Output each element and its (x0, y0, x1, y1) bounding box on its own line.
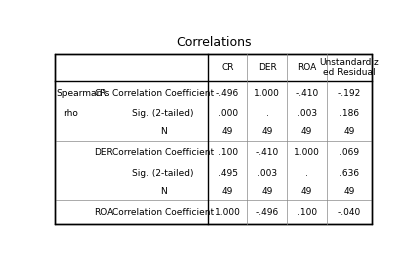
Text: 49: 49 (261, 127, 273, 136)
Text: 49: 49 (301, 187, 312, 196)
Text: N: N (160, 187, 167, 196)
Text: Correlations: Correlations (176, 36, 251, 49)
Text: 1.000: 1.000 (294, 148, 320, 157)
Text: 49: 49 (222, 187, 233, 196)
Text: 49: 49 (301, 127, 312, 136)
Text: .: . (266, 109, 269, 118)
Text: CR: CR (95, 89, 107, 98)
Text: N: N (160, 127, 167, 136)
Text: -.192: -.192 (338, 89, 361, 98)
Text: -.040: -.040 (338, 208, 361, 217)
Text: CR: CR (221, 63, 234, 72)
Text: ROA: ROA (95, 208, 114, 217)
Text: .636: .636 (339, 169, 359, 178)
Text: Spearman's: Spearman's (56, 89, 110, 98)
Text: rho: rho (63, 109, 78, 118)
Text: .100: .100 (296, 208, 317, 217)
Text: 49: 49 (344, 127, 355, 136)
Text: -.496: -.496 (216, 89, 239, 98)
Text: .000: .000 (218, 109, 238, 118)
Text: ROA: ROA (297, 63, 317, 72)
Text: Correlation Coefficient: Correlation Coefficient (112, 148, 214, 157)
Text: DER: DER (95, 148, 113, 157)
Text: -.410: -.410 (256, 148, 279, 157)
Text: 1.000: 1.000 (254, 89, 280, 98)
Text: Sig. (2-tailed): Sig. (2-tailed) (133, 109, 194, 118)
Text: -.496: -.496 (256, 208, 279, 217)
Text: 49: 49 (222, 127, 233, 136)
Text: .495: .495 (218, 169, 238, 178)
Bar (55, 54, 372, 224)
Text: Unstandardiz
ed Residual: Unstandardiz ed Residual (319, 58, 379, 77)
Text: .100: .100 (218, 148, 238, 157)
Text: Sig. (2-tailed): Sig. (2-tailed) (133, 169, 194, 178)
Text: .003: .003 (296, 109, 317, 118)
Text: 1.000: 1.000 (215, 208, 241, 217)
Text: DER: DER (258, 63, 276, 72)
Text: .003: .003 (257, 169, 277, 178)
Text: Correlation Coefficient: Correlation Coefficient (112, 89, 214, 98)
Text: 49: 49 (344, 187, 355, 196)
Text: Correlation Coefficient: Correlation Coefficient (112, 208, 214, 217)
Text: .069: .069 (339, 148, 359, 157)
Text: .: . (305, 169, 308, 178)
Text: 49: 49 (261, 187, 273, 196)
Text: .186: .186 (339, 109, 359, 118)
Text: -.410: -.410 (295, 89, 318, 98)
